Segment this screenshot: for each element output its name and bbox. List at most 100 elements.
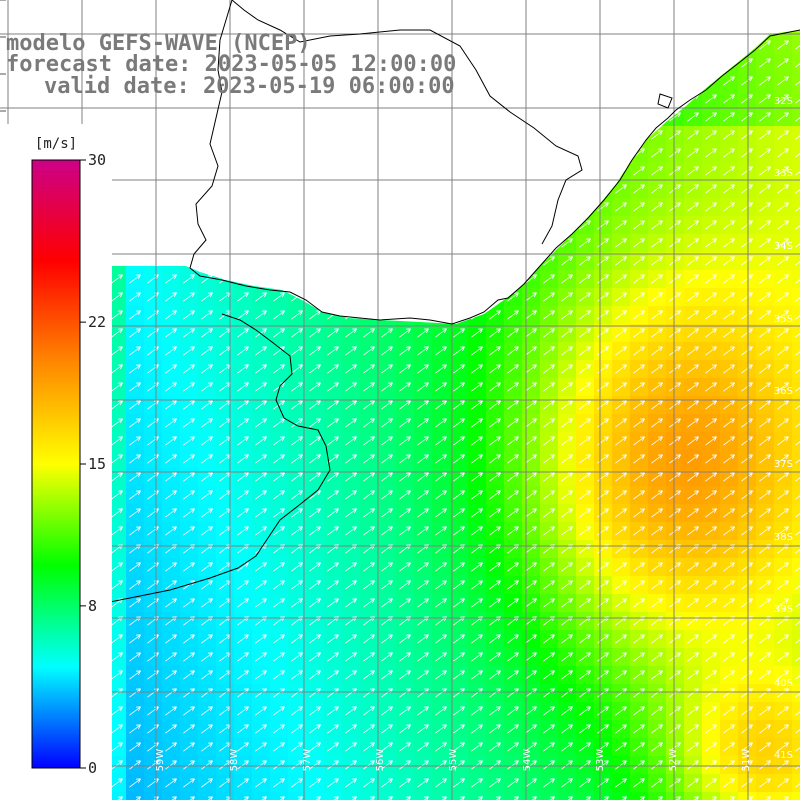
wind-arrow [561, 724, 573, 734]
wind-arrow [435, 454, 447, 464]
wind-arrow [309, 742, 321, 752]
wind-arrow [759, 580, 771, 590]
wind-arrow [489, 670, 501, 680]
wind-arrow [129, 652, 141, 662]
wind-arrow [543, 292, 555, 302]
wind-arrow [183, 328, 195, 338]
wind-arrow [759, 274, 771, 284]
wind-arrow [237, 508, 249, 518]
wind-arrow [723, 418, 735, 428]
wind-arrow [759, 76, 771, 86]
wind-arrow [543, 706, 555, 716]
wind-arrow [417, 472, 429, 482]
wind-arrow [777, 760, 789, 770]
wind-arrow [795, 567, 800, 572]
wind-arrow [327, 652, 339, 662]
wind-arrow [633, 256, 645, 266]
wind-arrow [549, 796, 555, 800]
wind-arrow [471, 562, 483, 572]
wind-arrow [135, 796, 141, 800]
wind-arrow [507, 760, 519, 770]
wind-arrow [777, 94, 789, 104]
wind-arrow [399, 436, 411, 446]
wind-arrow [777, 526, 789, 536]
wind-arrow [633, 238, 645, 248]
wind-arrow [291, 760, 303, 770]
wind-arrow [543, 598, 555, 608]
field-cell [792, 432, 800, 451]
wind-arrow [417, 634, 429, 644]
wind-arrow [273, 508, 285, 518]
wind-arrow [471, 382, 483, 392]
wind-arrow [597, 580, 609, 590]
wind-arrow [129, 382, 141, 392]
wind-arrow [567, 796, 573, 800]
wind-arrow [759, 346, 771, 356]
wind-arrow [291, 346, 303, 356]
field-cell [792, 360, 800, 379]
field-cell [540, 792, 559, 800]
wind-arrow [417, 760, 429, 770]
field-cell [792, 594, 800, 613]
wind-arrow [363, 724, 375, 734]
wind-arrow [615, 490, 627, 500]
wind-arrow [471, 346, 483, 356]
wind-arrow [561, 562, 573, 572]
wind-arrow [543, 274, 555, 284]
wind-arrow [597, 328, 609, 338]
wind-arrow [723, 382, 735, 392]
wind-arrow [363, 706, 375, 716]
wind-arrow [723, 706, 735, 716]
wind-arrow [615, 472, 627, 482]
wind-arrow [111, 472, 123, 482]
wind-arrow [723, 346, 735, 356]
field-cell [630, 792, 649, 800]
wind-arrow [363, 562, 375, 572]
field-cell [792, 468, 800, 487]
wind-arrow [633, 670, 645, 680]
wind-arrow [471, 706, 483, 716]
wind-arrow [669, 760, 681, 770]
wind-arrow [759, 58, 771, 68]
wind-arrow [525, 472, 537, 482]
wind-arrow [795, 513, 800, 518]
wind-arrow [795, 297, 800, 302]
wind-arrow [207, 796, 213, 800]
wind-arrow [705, 346, 717, 356]
field-cell [450, 792, 469, 800]
wind-arrow [363, 490, 375, 500]
wind-arrow [669, 364, 681, 374]
wind-arrow [705, 94, 717, 104]
wind-arrow [165, 562, 177, 572]
wind-arrow [489, 562, 501, 572]
colorbar-tick-label: 22 [88, 313, 106, 331]
wind-arrow [507, 472, 519, 482]
wind-arrow [237, 310, 249, 320]
wind-arrow [279, 796, 285, 800]
wind-arrow [561, 634, 573, 644]
wind-arrow [507, 436, 519, 446]
wind-arrow [111, 436, 123, 446]
field-cell [522, 792, 541, 800]
wind-arrow [417, 580, 429, 590]
wind-arrow [705, 742, 717, 752]
wind-arrow [705, 184, 717, 194]
wind-arrow [543, 364, 555, 374]
lon-label: 54W [522, 749, 533, 772]
wind-arrow [381, 724, 393, 734]
wind-arrow [687, 742, 699, 752]
wind-arrow [381, 328, 393, 338]
wind-arrow [345, 670, 357, 680]
wind-arrow [597, 310, 609, 320]
wind-arrow [363, 652, 375, 662]
wind-arrow [705, 724, 717, 734]
wind-arrow [603, 796, 609, 800]
wind-arrow [255, 490, 267, 500]
wind-arrow [273, 778, 285, 788]
wind-arrow [291, 310, 303, 320]
wind-arrow [507, 634, 519, 644]
wind-arrow [165, 598, 177, 608]
lon-label: 53W [595, 749, 606, 772]
wind-arrow [777, 76, 789, 86]
